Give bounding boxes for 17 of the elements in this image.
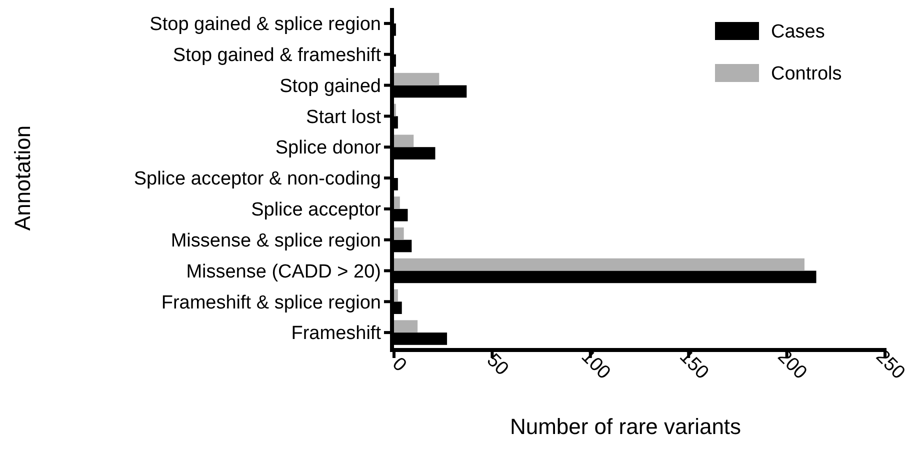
y-tick-label: Missense (CADD > 20) xyxy=(186,261,381,282)
y-tick-label: Splice donor xyxy=(275,138,382,159)
y-tick-label: Frameshift & splice region xyxy=(161,292,381,314)
legend-label: Cases xyxy=(771,22,825,43)
y-tick-label: Splice acceptor & non-coding xyxy=(134,168,381,190)
x-axis-title: Number of rare variants xyxy=(510,414,742,439)
y-tick-label: Frameshift xyxy=(291,323,382,344)
y-tick-label: Stop gained & frameshift xyxy=(172,45,382,66)
x-tick-label: 50 xyxy=(482,350,512,380)
y-tick-label: Start lost xyxy=(306,106,382,128)
x-tick-label: 0 xyxy=(388,354,410,376)
y-tick-label: Missense & splice region xyxy=(170,230,381,252)
y-tick-label: Stop gained xyxy=(280,76,381,97)
y-tick-label: Stop gained & splice region xyxy=(150,14,381,36)
y-tick-label: Splice acceptor xyxy=(251,200,382,221)
legend-label: Controls xyxy=(771,64,842,85)
y-axis-title: Annotation xyxy=(10,125,35,231)
